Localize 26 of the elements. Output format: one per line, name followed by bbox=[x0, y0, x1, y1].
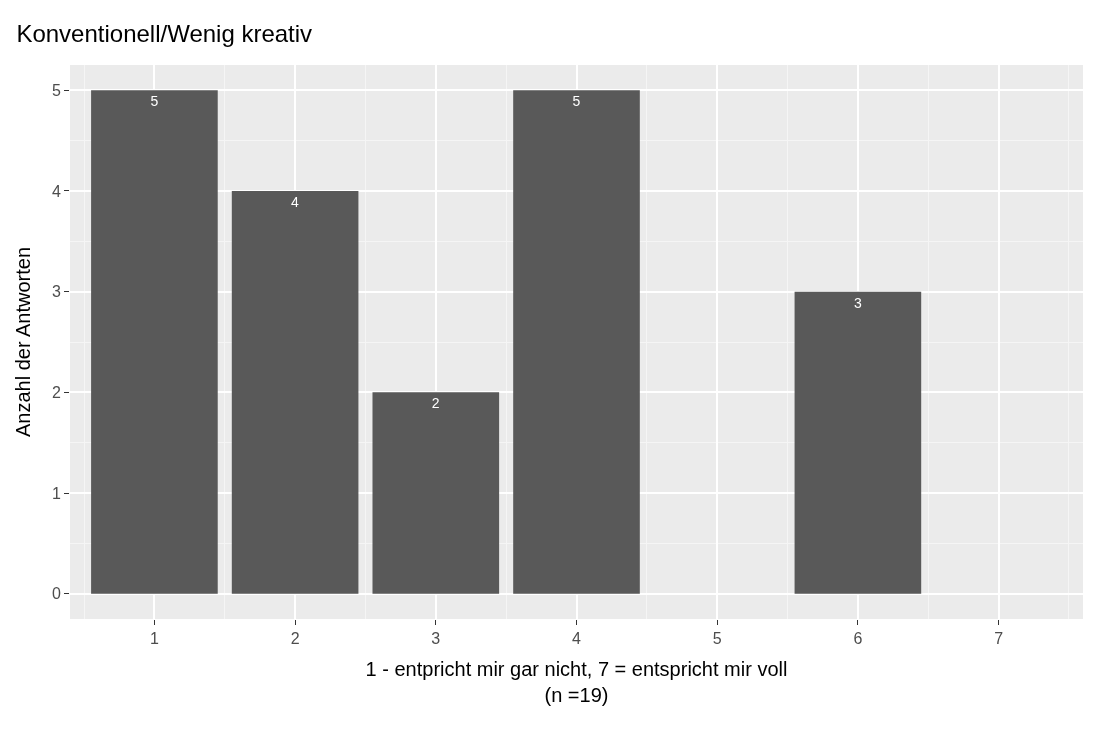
bar bbox=[513, 90, 640, 594]
chart-title: Konventionell/Wenig kreativ bbox=[16, 20, 313, 48]
data-label: 3 bbox=[853, 294, 862, 311]
x-tick-label: 7 bbox=[994, 630, 1004, 648]
y-tick-label: 0 bbox=[51, 585, 61, 603]
x-tick-label: 4 bbox=[572, 630, 582, 648]
bar bbox=[372, 392, 500, 594]
x-axis-title: 1 - entpricht mir gar nicht, 7 = entspricht mir voll (n =19) bbox=[365, 657, 788, 706]
bar bbox=[91, 90, 218, 594]
data-label: 4 bbox=[291, 193, 300, 210]
x-tick-label: 3 bbox=[431, 630, 441, 648]
y-tick-label: 2 bbox=[51, 383, 61, 401]
data-label: 5 bbox=[572, 93, 581, 110]
y-tick-label: 1 bbox=[51, 484, 61, 502]
y-tick-label: 5 bbox=[51, 81, 61, 99]
x-tick-label: 5 bbox=[712, 630, 722, 648]
y-axis-title: Anzahl der Antworten bbox=[12, 246, 35, 438]
y-tick-label: 4 bbox=[51, 182, 61, 200]
data-label: 5 bbox=[150, 93, 159, 110]
x-tick-label: 2 bbox=[290, 630, 300, 648]
x-tick-label: 1 bbox=[149, 630, 159, 648]
y-tick-label: 3 bbox=[51, 283, 61, 301]
bar bbox=[794, 291, 922, 594]
data-label: 2 bbox=[431, 395, 440, 412]
bar bbox=[231, 190, 359, 594]
x-tick-label: 6 bbox=[853, 630, 863, 648]
